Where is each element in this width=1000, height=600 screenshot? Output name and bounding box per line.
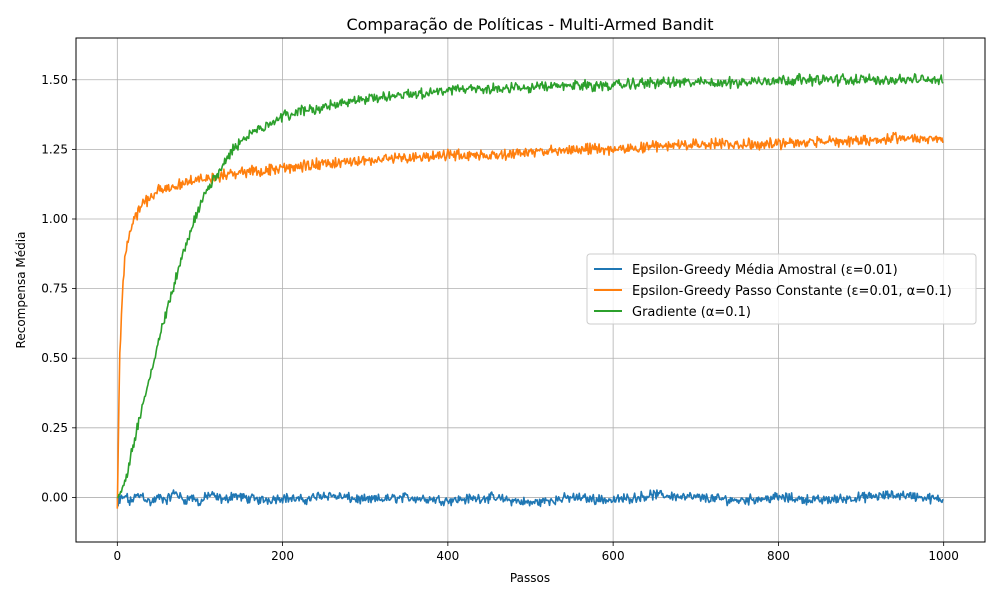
x-tick-label: 600 bbox=[602, 549, 625, 563]
y-tick-label: 0.75 bbox=[41, 282, 68, 296]
legend-label-3: Gradiente (α=0.1) bbox=[632, 305, 751, 320]
series-layer bbox=[116, 72, 944, 509]
y-tick-label: 1.50 bbox=[41, 73, 68, 87]
x-tick-label: 800 bbox=[767, 549, 790, 563]
x-tick-label: 200 bbox=[271, 549, 294, 563]
x-axis-label: Passos bbox=[510, 571, 550, 585]
y-tick-label: 0.00 bbox=[41, 490, 68, 504]
series-line-2 bbox=[116, 131, 944, 509]
x-tick-label: 1000 bbox=[928, 549, 959, 563]
x-tick-label: 0 bbox=[113, 549, 121, 563]
tick-layer: 0 200 400 600 800 1000 0.00 0.25 0.50 0.75 1.00 1.2… bbox=[41, 73, 959, 563]
y-tick-label: 0.50 bbox=[41, 351, 68, 365]
legend-label-2: Epsilon-Greedy Passo Constante (ε=0.01, … bbox=[632, 284, 952, 299]
y-tick-label: 1.00 bbox=[41, 212, 68, 226]
series-line-3 bbox=[117, 72, 944, 499]
chart-title: Comparação de Políticas - Multi-Armed Ba… bbox=[346, 15, 713, 34]
series-line-1 bbox=[116, 489, 944, 508]
y-axis-label: Recompensa Média bbox=[14, 232, 28, 349]
plot-frame bbox=[75, 37, 986, 543]
x-tick-label: 400 bbox=[436, 549, 459, 563]
legend: Epsilon-Greedy Média Amostral (ε=0.01) Ep… bbox=[586, 253, 977, 325]
legend-box bbox=[586, 253, 977, 325]
legend-label-1: Epsilon-Greedy Média Amostral (ε=0.01) bbox=[632, 263, 898, 278]
y-tick-label: 0.25 bbox=[41, 421, 68, 435]
y-tick-label: 1.25 bbox=[41, 142, 68, 156]
